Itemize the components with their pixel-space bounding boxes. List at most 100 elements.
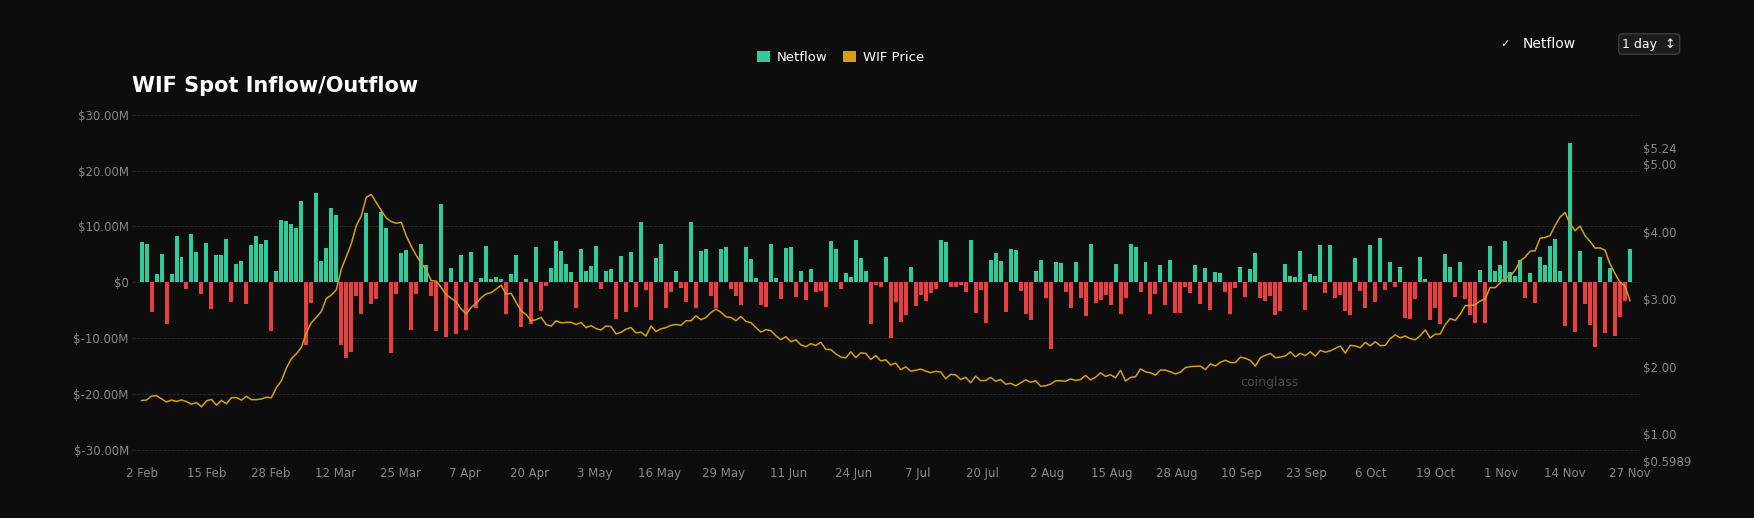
Bar <box>1528 272 1531 282</box>
Bar <box>814 282 817 292</box>
Bar <box>995 253 998 282</box>
Bar <box>1519 260 1522 282</box>
Bar <box>1493 271 1498 282</box>
Bar <box>600 282 603 289</box>
Bar <box>300 201 303 282</box>
Bar <box>879 282 882 287</box>
Bar <box>1219 273 1223 282</box>
Bar <box>1263 282 1268 301</box>
Bar <box>1487 247 1493 282</box>
Bar <box>1498 265 1501 282</box>
Bar <box>1209 282 1212 310</box>
Bar <box>938 240 942 282</box>
Bar <box>189 234 193 282</box>
Bar <box>470 252 474 282</box>
Bar <box>1452 282 1458 297</box>
Bar <box>895 282 898 302</box>
Bar <box>524 279 528 282</box>
Bar <box>1373 282 1377 303</box>
Bar <box>509 274 514 282</box>
Bar <box>1563 282 1566 326</box>
Bar <box>1614 282 1617 336</box>
Bar <box>1319 244 1323 282</box>
Bar <box>1298 251 1301 282</box>
Bar <box>554 241 558 282</box>
Bar <box>1054 263 1058 282</box>
Bar <box>674 270 679 282</box>
Bar <box>1468 282 1472 315</box>
Bar <box>689 222 693 282</box>
Bar <box>660 243 663 282</box>
Bar <box>973 282 977 313</box>
Bar <box>219 255 223 282</box>
Bar <box>1414 282 1417 299</box>
Bar <box>538 282 544 311</box>
Bar <box>859 258 863 282</box>
Bar <box>1344 282 1347 311</box>
Bar <box>1458 262 1463 282</box>
Bar <box>803 282 809 300</box>
Bar <box>1033 271 1038 282</box>
Bar <box>968 240 973 282</box>
Bar <box>1109 282 1112 305</box>
Bar <box>714 282 717 308</box>
Bar <box>495 277 498 282</box>
Bar <box>309 282 314 303</box>
Bar <box>414 282 417 294</box>
Bar <box>1552 239 1558 282</box>
Bar <box>1628 249 1631 282</box>
Bar <box>165 282 168 324</box>
Bar <box>149 282 154 312</box>
Bar <box>565 264 568 282</box>
Bar <box>1163 282 1168 305</box>
Bar <box>184 282 188 289</box>
Bar <box>1084 282 1087 315</box>
Bar <box>465 282 468 330</box>
Bar <box>170 274 174 282</box>
Bar <box>400 253 403 282</box>
Bar <box>1293 277 1298 282</box>
Bar <box>568 272 574 282</box>
Bar <box>574 282 579 308</box>
Bar <box>1622 282 1628 301</box>
Bar <box>1233 282 1237 288</box>
Bar <box>759 282 763 306</box>
Bar <box>1587 282 1593 325</box>
Bar <box>244 282 249 305</box>
Bar <box>914 282 917 306</box>
Bar <box>295 228 298 282</box>
Bar <box>140 242 144 282</box>
Bar <box>1254 253 1258 282</box>
Bar <box>225 239 228 282</box>
Bar <box>330 208 333 282</box>
Bar <box>519 282 523 327</box>
Bar <box>1273 282 1277 315</box>
Bar <box>1449 267 1452 282</box>
Bar <box>1063 282 1068 292</box>
Bar <box>484 246 488 282</box>
Bar <box>260 243 263 282</box>
Bar <box>963 282 968 292</box>
Text: WIF Spot Inflow/Outflow: WIF Spot Inflow/Outflow <box>132 77 417 96</box>
Bar <box>209 282 214 309</box>
Bar <box>403 250 409 282</box>
Bar <box>1019 282 1023 291</box>
Bar <box>305 282 309 346</box>
Bar <box>1238 267 1242 282</box>
Bar <box>549 268 553 282</box>
Bar <box>279 220 284 282</box>
Bar <box>1228 282 1233 314</box>
Bar <box>1184 282 1187 286</box>
Bar <box>1144 262 1147 282</box>
Bar <box>384 227 388 282</box>
Bar <box>933 282 938 290</box>
Bar <box>1522 282 1528 298</box>
Bar <box>395 282 398 294</box>
Bar <box>460 254 463 282</box>
Bar <box>595 246 598 282</box>
Bar <box>1124 282 1128 298</box>
Bar <box>873 282 877 285</box>
Bar <box>1014 250 1017 282</box>
Bar <box>1214 272 1217 282</box>
Bar <box>1009 249 1012 282</box>
